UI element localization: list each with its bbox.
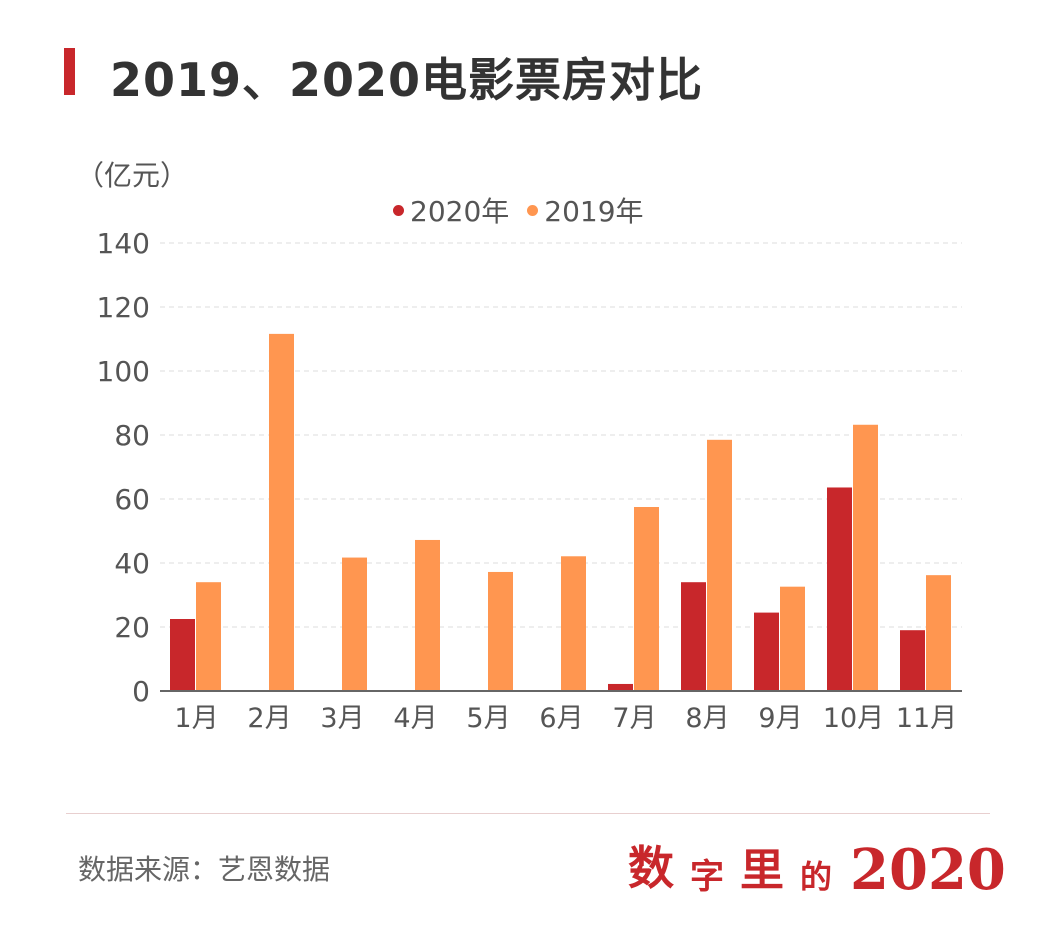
bar-2019 [269,333,294,691]
bar-2019 [634,507,659,691]
bar-2019 [561,556,586,691]
y-tick-label: 100 [97,355,150,388]
brand-char-1: 数 [628,841,674,895]
x-tick-label: 5月 [466,703,510,734]
legend-item-2019: 2019年 [527,190,644,230]
bar-2019 [488,571,513,691]
y-tick-label: 0 [132,675,150,708]
y-tick-label: 80 [114,419,150,452]
legend-dot-2020 [393,204,404,216]
bar-2019 [707,439,732,691]
title-accent-bar [64,48,75,95]
footer-divider [66,813,990,814]
data-source: 数据来源：艺恩数据 [78,853,331,886]
bar-2019 [853,424,878,691]
y-tick-label: 140 [97,227,150,260]
x-tick-label: 10月 [823,703,884,734]
bar-2019 [780,586,805,691]
bar-2020 [608,683,633,691]
bar-2019 [196,582,221,691]
bar-2020 [900,630,925,691]
legend: 2020年 2019年 [393,190,662,230]
bar-2020 [754,612,779,691]
bar-2020 [681,582,706,691]
x-tick-label: 6月 [539,703,583,734]
x-tick-label: 11月 [896,703,957,734]
x-tick-label: 7月 [612,703,656,734]
bar-2019 [415,539,440,691]
bar-2020 [827,487,852,691]
legend-label-2020: 2020年 [410,195,510,228]
y-tick-label: 60 [114,483,150,516]
legend-dot-2019 [527,204,539,216]
brand-char-2: 字 [690,857,724,897]
brand-char-4: 的 [800,858,833,896]
y-axis-unit: （亿元） [76,159,189,192]
x-tick-label: 8月 [685,703,729,734]
x-tick-label: 1月 [174,703,218,734]
chart-title: 2019、2020电影票房对比 [110,53,704,107]
x-tick-label: 3月 [320,703,364,734]
legend-label-2019: 2019年 [544,195,644,228]
bar-2019 [342,557,367,691]
x-tick-label: 9月 [758,703,802,734]
brand-year: 2020 [850,837,1006,903]
bar-2019 [926,575,951,691]
x-tick-label: 2月 [247,703,291,734]
x-tick-label: 4月 [393,703,437,734]
brand-char-3: 里 [740,845,784,896]
brand-logo: 数 字 里 的 2020 [628,832,1006,898]
legend-item-2020: 2020年 [393,190,509,230]
y-tick-label: 40 [114,547,150,580]
y-tick-label: 120 [97,291,150,324]
bar-2020 [170,619,195,691]
y-tick-label: 20 [114,611,150,644]
